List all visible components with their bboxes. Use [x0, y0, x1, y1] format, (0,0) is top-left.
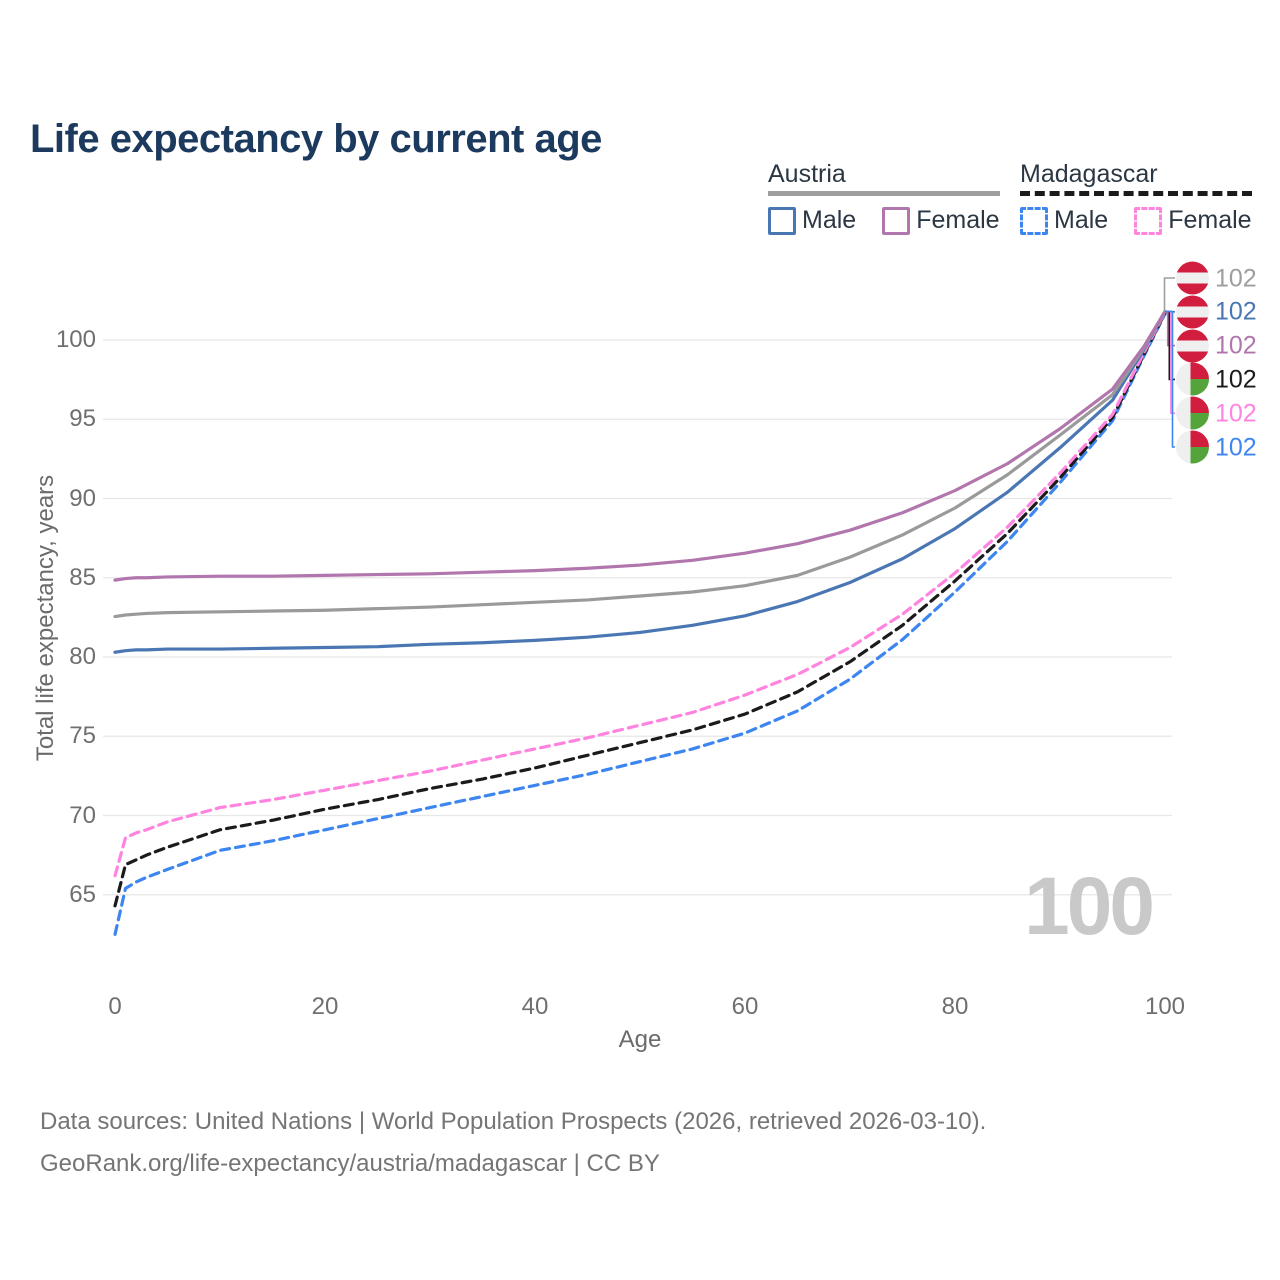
- legend-country-austria[interactable]: Austria: [768, 160, 846, 188]
- legend-swatch-madagascar-female[interactable]: [1134, 206, 1163, 235]
- data-source-line: Data sources: United Nations | World Pop…: [40, 1108, 987, 1135]
- attribution-line: GeoRank.org/life-expectancy/austria/mada…: [40, 1150, 660, 1177]
- madagascar-flag-icon: [1176, 396, 1209, 430]
- curve-madagascar-female[interactable]: [113, 310, 1167, 878]
- legend-country-madagascar[interactable]: Madagascar: [1020, 160, 1158, 188]
- x-tick-label-20: 20: [311, 993, 339, 1020]
- legend-label-austria-male[interactable]: Male: [802, 206, 857, 234]
- legend-label-madagascar-female[interactable]: Female: [1168, 206, 1252, 234]
- curve-austria-total[interactable]: [113, 309, 1167, 619]
- end-label-austria-female: 102: [1176, 329, 1257, 363]
- legend-line-sample-madagascar: [1020, 191, 1252, 196]
- legend-label-austria-female[interactable]: Female: [916, 206, 1000, 234]
- austria-flag-icon: [1176, 329, 1209, 363]
- legend-label-madagascar-male[interactable]: Male: [1054, 206, 1109, 234]
- y-tick-label-65: 65: [69, 880, 96, 908]
- end-label-austria-total: 102: [1176, 261, 1257, 295]
- legend-swatch-madagascar-male[interactable]: [1020, 206, 1048, 235]
- x-axis-title: Age: [618, 1026, 662, 1053]
- curve-madagascar-total[interactable]: [113, 311, 1167, 908]
- curve-austria-female[interactable]: [113, 309, 1167, 582]
- y-tick-label-95: 95: [69, 405, 96, 433]
- x-tick-label-40: 40: [521, 993, 549, 1020]
- end-label-madagascar-total: 102: [1176, 362, 1257, 396]
- current-age-watermark: 100: [1024, 861, 1155, 952]
- end-label-value-austria-total: 102: [1215, 264, 1257, 292]
- y-tick-label-100: 100: [55, 326, 96, 353]
- leader-line-austria-total: [1163, 277, 1175, 313]
- end-label-value-madagascar-total: 102: [1215, 365, 1257, 394]
- end-label-value-madagascar-female: 102: [1215, 399, 1257, 428]
- y-tick-label-70: 70: [69, 801, 96, 829]
- austria-flag-icon: [1176, 261, 1209, 295]
- end-label-value-austria-male: 102: [1215, 297, 1257, 326]
- end-label-austria-male: 102: [1176, 295, 1257, 329]
- x-tick-label-0: 0: [108, 993, 122, 1020]
- end-label-madagascar-male: 102: [1176, 430, 1257, 464]
- y-tick-label-80: 80: [69, 643, 96, 670]
- page-title: Life expectancy by current age: [30, 116, 602, 161]
- legend-group-austria: Austria Male Female: [768, 160, 1000, 235]
- x-tick-label-100: 100: [1144, 993, 1186, 1020]
- madagascar-flag-icon: [1176, 430, 1209, 464]
- austria-flag-icon: [1176, 295, 1209, 329]
- y-tick-label-85: 85: [69, 563, 96, 591]
- x-tick-label-60: 60: [731, 993, 759, 1020]
- x-tick-label-80: 80: [941, 993, 969, 1020]
- end-label-value-madagascar-male: 102: [1215, 433, 1257, 461]
- end-label-madagascar-female: 102: [1176, 396, 1257, 430]
- end-label-value-austria-female: 102: [1215, 331, 1257, 360]
- y-axis-title: Total life expectancy, years: [32, 474, 59, 762]
- curve-austria-male[interactable]: [113, 309, 1167, 654]
- madagascar-flag-icon: [1176, 362, 1209, 396]
- legend-swatch-austria-male[interactable]: [768, 206, 796, 235]
- legend-line-sample-austria: [768, 191, 1000, 196]
- leader-line-madagascar-male: [1165, 310, 1175, 448]
- curve-madagascar-male[interactable]: [113, 312, 1167, 936]
- legend-swatch-austria-female[interactable]: [882, 206, 911, 235]
- legend-group-madagascar: Madagascar Male Female: [1020, 160, 1252, 235]
- y-tick-label-75: 75: [69, 722, 96, 750]
- y-tick-label-90: 90: [69, 484, 96, 512]
